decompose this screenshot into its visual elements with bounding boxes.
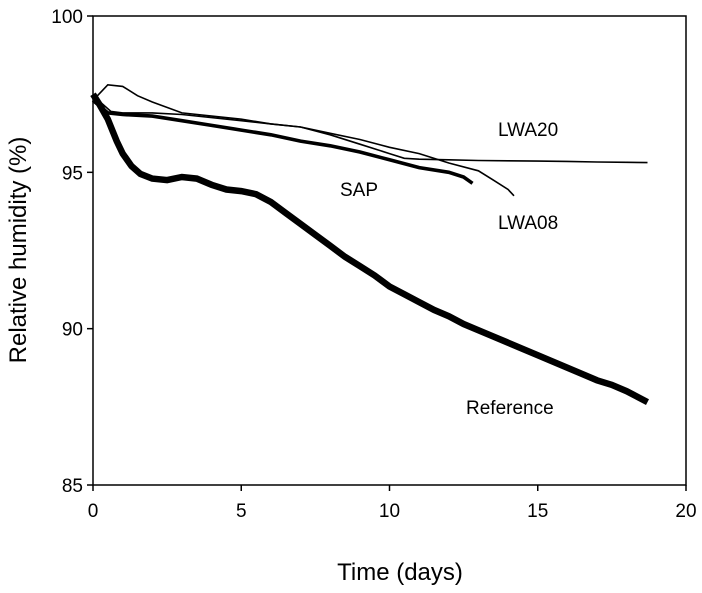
y-axis-title: Relative humidity (%) <box>5 137 32 364</box>
series-label-lwa08: LWA08 <box>498 213 558 234</box>
series-labels: LWA20 LWA08 SAP Reference <box>340 120 558 419</box>
y-tick-label: 90 <box>62 320 83 341</box>
series-label-reference: Reference <box>466 398 554 419</box>
axes <box>87 15 687 491</box>
x-tick-label: 5 <box>236 501 247 522</box>
y-tick-label: 85 <box>62 476 83 497</box>
x-tick-label: 15 <box>527 501 548 522</box>
series-label-sap: SAP <box>340 180 378 201</box>
x-tick-label: 0 <box>88 501 99 522</box>
x-axis-title: Time (days) <box>337 559 463 586</box>
y-tick-label: 95 <box>62 163 83 184</box>
series-line-sap <box>91 99 474 185</box>
x-tick-label: 20 <box>675 501 696 522</box>
tick-labels: 0 5 10 15 20 85 90 95 100 <box>51 7 696 522</box>
series-label-lwa20: LWA20 <box>498 120 558 141</box>
y-tick-label: 100 <box>51 7 83 28</box>
series-lines <box>90 83 650 405</box>
series-line-reference <box>90 92 650 405</box>
x-tick-label: 10 <box>379 501 400 522</box>
series-line-lwa20 <box>92 96 648 164</box>
series-line-lwa08 <box>92 83 515 197</box>
